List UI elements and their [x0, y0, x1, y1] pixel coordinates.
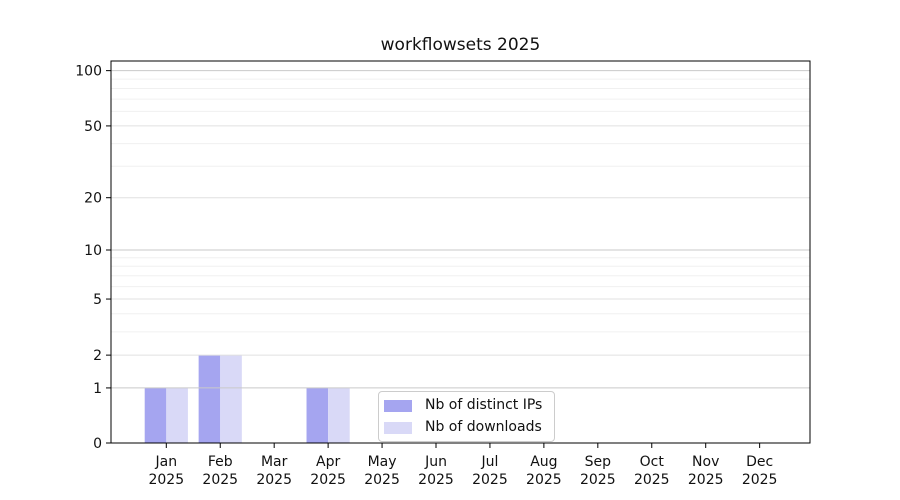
x-tick-label-year: 2025	[256, 472, 292, 488]
y-tick-label: 1	[93, 381, 102, 397]
x-tick-label-year: 2025	[364, 472, 400, 488]
x-tick-label-year: 2025	[742, 472, 778, 488]
x-tick-label-month: Feb	[208, 454, 233, 470]
x-tick-label-month: Jan	[155, 454, 178, 470]
bar-downloads-apr	[328, 387, 350, 443]
x-tick-label-month: Sep	[585, 454, 612, 470]
x-tick-label-year: 2025	[418, 472, 454, 488]
x-tick-label-month: Mar	[261, 454, 288, 470]
y-tick-label: 50	[84, 119, 102, 135]
y-tick-label: 2	[93, 348, 102, 364]
x-tick-label-month: Apr	[316, 454, 340, 470]
y-tick-label: 0	[93, 436, 102, 452]
legend-item-downloads: Nb of downloads	[384, 420, 542, 435]
x-tick-label-year: 2025	[148, 472, 184, 488]
x-tick-label-month: Jul	[480, 454, 498, 470]
bar-distinct-ips-feb	[198, 355, 221, 443]
x-tick-label-month: May	[368, 454, 397, 470]
y-tick-label: 20	[84, 191, 102, 207]
y-tick-label: 5	[93, 292, 102, 308]
legend-label-downloads: Nb of downloads	[425, 419, 542, 435]
legend-label-distinct-ips: Nb of distinct IPs	[425, 397, 543, 413]
x-tick-label-month: Oct	[640, 454, 665, 470]
y-tick-label: 100	[75, 64, 102, 80]
bar-distinct-ips-apr	[306, 387, 329, 443]
x-tick-label-year: 2025	[202, 472, 238, 488]
y-tick-label: 10	[84, 243, 102, 259]
x-tick-label-year: 2025	[634, 472, 670, 488]
chart-title: workflowsets 2025	[380, 35, 541, 55]
x-tick-label-year: 2025	[580, 472, 616, 488]
legend-swatch-downloads	[384, 421, 412, 434]
x-tick-label-month: Dec	[746, 454, 773, 470]
bar-distinct-ips-jan	[144, 387, 167, 443]
plot-frame	[110, 60, 811, 444]
legend-swatch-distinct-ips	[384, 399, 412, 412]
x-tick-label-month: Aug	[530, 454, 557, 470]
x-tick-label-month: Nov	[692, 454, 719, 470]
x-tick-label-year: 2025	[526, 472, 562, 488]
legend-item-distinct-ips: Nb of distinct IPs	[384, 398, 542, 413]
x-tick-label-month: Jun	[424, 454, 447, 470]
x-tick-label-year: 2025	[310, 472, 346, 488]
x-tick-label-year: 2025	[688, 472, 724, 488]
bar-downloads-feb	[220, 355, 242, 443]
x-tick-label-year: 2025	[472, 472, 508, 488]
legend: Nb of distinct IPs Nb of downloads	[378, 391, 556, 442]
bar-downloads-jan	[166, 387, 188, 443]
